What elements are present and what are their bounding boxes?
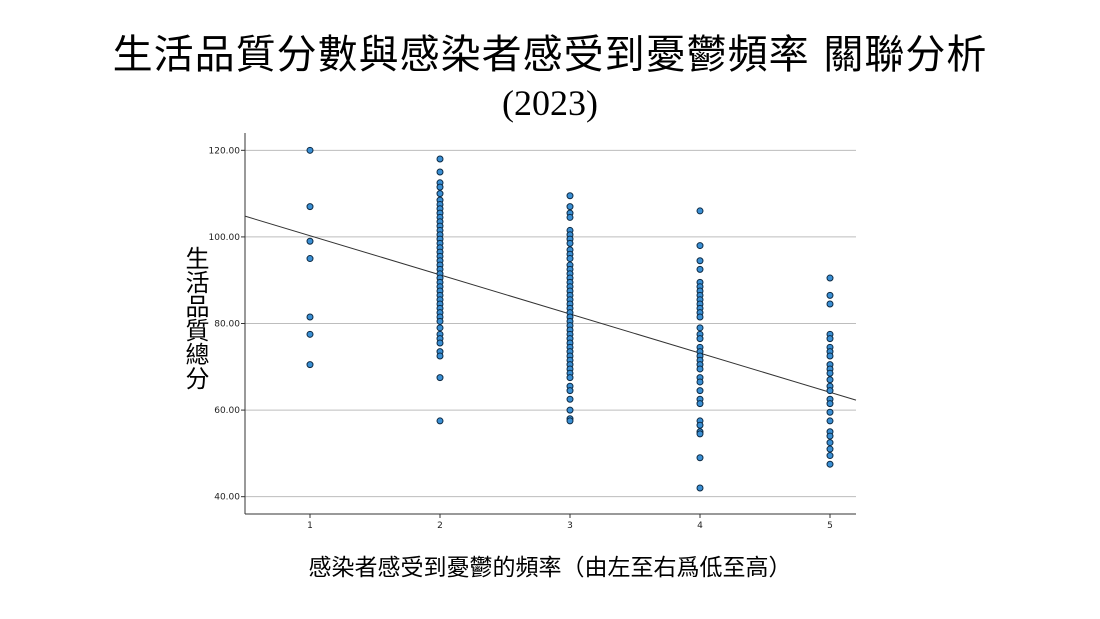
data-point — [696, 387, 704, 395]
data-point — [566, 406, 574, 414]
data-point — [436, 155, 444, 163]
data-point — [436, 374, 444, 382]
regression-fit-line — [244, 215, 857, 401]
data-point — [696, 257, 704, 265]
data-point — [696, 265, 704, 273]
data-point — [306, 330, 314, 338]
data-point — [436, 417, 444, 425]
data-point — [436, 317, 444, 325]
data-point — [696, 335, 704, 343]
data-point — [566, 255, 574, 263]
data-point — [436, 168, 444, 176]
data-point — [696, 484, 704, 492]
data-point — [696, 430, 704, 438]
data-point — [826, 387, 834, 395]
data-point — [306, 361, 314, 369]
data-point — [826, 376, 834, 384]
data-point — [826, 352, 834, 360]
data-point — [826, 445, 834, 453]
data-point — [696, 378, 704, 386]
data-point — [826, 300, 834, 308]
data-point — [566, 395, 574, 403]
y-tick-label: 80.00 — [214, 320, 240, 330]
data-point — [696, 400, 704, 408]
x-axis-label: 感染者感受到憂鬱的頻率（由左至右爲低至高） — [308, 555, 792, 581]
data-point — [826, 291, 834, 299]
data-point — [436, 183, 444, 191]
data-point — [696, 365, 704, 373]
data-point — [306, 255, 314, 263]
data-point — [696, 207, 704, 215]
y-tick-label: 40.00 — [214, 493, 240, 503]
data-point — [566, 192, 574, 200]
data-point — [566, 239, 574, 247]
data-point — [826, 452, 834, 460]
data-point — [826, 274, 834, 282]
x-tick-label: 5 — [827, 521, 833, 531]
x-tick-label: 4 — [697, 521, 703, 531]
data-point — [306, 313, 314, 321]
data-point — [436, 352, 444, 360]
data-point — [696, 454, 704, 462]
y-tick-label: 120.00 — [209, 146, 241, 156]
y-tick-label: 60.00 — [214, 406, 240, 416]
data-point — [826, 400, 834, 408]
data-point — [696, 324, 704, 332]
data-point — [826, 417, 834, 425]
data-point — [306, 203, 314, 211]
data-point — [826, 335, 834, 343]
data-point — [696, 242, 704, 250]
data-point — [826, 369, 834, 377]
data-point — [306, 146, 314, 154]
data-point — [696, 421, 704, 429]
data-point — [826, 460, 834, 468]
data-point — [826, 408, 834, 416]
y-axis-label: 生活品質總分 — [181, 246, 209, 390]
data-point — [566, 203, 574, 211]
data-point — [566, 213, 574, 221]
data-point — [566, 374, 574, 382]
data-point — [566, 417, 574, 425]
data-point — [436, 190, 444, 198]
chart-title: 生活品質分數與感染者感受到憂鬱頻率 關聯分析 — [112, 32, 988, 78]
data-point — [306, 237, 314, 245]
data-point — [826, 439, 834, 447]
data-point — [436, 324, 444, 332]
data-point — [436, 339, 444, 347]
chart-subtitle-year: (2023) — [502, 83, 598, 123]
x-tick-label: 3 — [567, 521, 573, 531]
data-point — [826, 432, 834, 440]
data-point — [566, 387, 574, 395]
x-tick-label: 2 — [437, 521, 443, 531]
y-tick-label: 100.00 — [209, 233, 241, 243]
data-point — [696, 313, 704, 321]
x-tick-label: 1 — [307, 521, 313, 531]
